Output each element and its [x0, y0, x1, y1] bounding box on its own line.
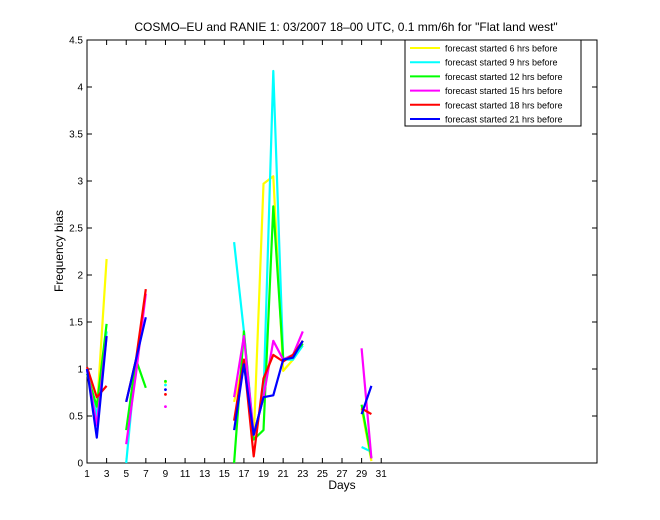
series-point	[164, 383, 167, 387]
x-tick-label: 7	[143, 469, 149, 480]
x-tick-label: 11	[180, 469, 191, 480]
legend-label: forecast started 9 hrs before	[445, 58, 558, 68]
x-tick-label: 15	[219, 469, 231, 480]
y-tick-label: 1.5	[69, 318, 83, 329]
legend-label: forecast started 15 hrs before	[445, 86, 563, 96]
y-tick-label: 2.5	[69, 224, 83, 235]
x-tick-label: 27	[336, 469, 348, 480]
series-point	[164, 392, 167, 396]
series-line	[85, 335, 108, 439]
series-line	[233, 340, 304, 436]
y-tick-label: 0	[77, 459, 83, 470]
x-tick-label: 13	[199, 469, 211, 480]
series-point	[164, 379, 167, 383]
series-point	[164, 405, 167, 408]
y-tick-label: 2	[77, 271, 83, 282]
y-tick-label: 3	[77, 177, 83, 188]
x-tick-label: 19	[258, 469, 270, 480]
y-tick-label: 4	[77, 83, 83, 94]
x-tick-label: 31	[376, 469, 388, 480]
y-axis: 0 0.5 1 1.5 2 2.5 3 3.5 4 4.5	[69, 36, 597, 470]
x-tick-label: 25	[317, 469, 329, 480]
x-tick-label: 5	[123, 469, 129, 480]
legend-label: forecast started 18 hrs before	[445, 100, 563, 110]
legend-label: forecast started 21 hrs before	[445, 115, 563, 125]
x-tick-label: 29	[356, 469, 368, 480]
x-tick-label: 17	[238, 469, 250, 480]
legend-label: forecast started 6 hrs before	[445, 44, 558, 54]
legend-box	[404, 39, 582, 127]
legend: forecast started 6 hrs before forecast st…	[404, 39, 582, 127]
x-tick-label: 3	[104, 469, 110, 480]
series-6	[85, 317, 373, 439]
x-tick-label: 1	[84, 469, 90, 480]
y-axis-label: Frequency bias	[52, 210, 66, 292]
series-layer	[85, 69, 373, 464]
series-point	[164, 388, 167, 392]
y-tick-label: 1	[77, 365, 83, 376]
y-tick-label: 3.5	[69, 130, 83, 141]
series-line	[360, 385, 373, 415]
x-tick-label: 9	[163, 469, 169, 480]
chart-title: COSMO–EU and RANIE 1: 03/2007 18–00 UTC,…	[134, 20, 557, 34]
y-tick-label: 0.5	[69, 412, 83, 423]
x-axis-label: Days	[328, 478, 355, 492]
y-tick-label: 4.5	[69, 36, 83, 47]
legend-label: forecast started 12 hrs before	[445, 72, 563, 82]
series-line	[125, 317, 147, 403]
series-line	[85, 366, 108, 399]
x-tick-label: 23	[297, 469, 309, 480]
x-tick-label: 21	[278, 469, 290, 480]
